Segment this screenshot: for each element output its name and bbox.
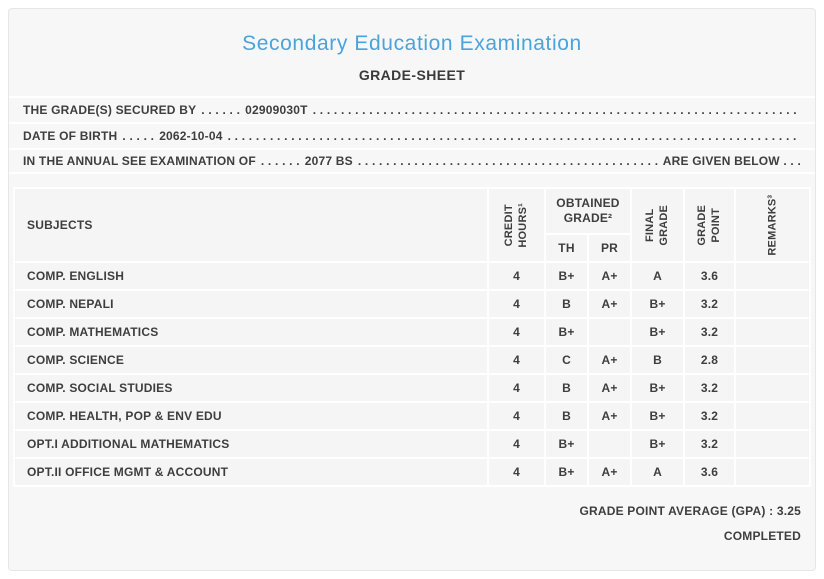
info-line-grades-secured-by: THE GRADE(S) SECURED BY . . . . . . 0290…: [9, 96, 815, 122]
grade-sheet-card: Secondary Education Examination GRADE-SH…: [8, 8, 816, 571]
header-credit-hours: CREDIT HOURS¹: [489, 189, 544, 261]
grade-point-cell: 3.2: [685, 375, 734, 401]
final-grade-cell: B: [632, 347, 683, 373]
pr-grade-cell: A+: [589, 375, 630, 401]
candidate-symbol-number: 02909030T: [245, 103, 308, 117]
header-th: TH: [546, 235, 587, 261]
remarks-cell: [736, 375, 809, 401]
th-grade-cell: C: [546, 347, 587, 373]
header-obtained-grade: OBTAINED GRADE²: [546, 189, 630, 233]
gpa-value: 3.25: [776, 504, 801, 518]
grade-point-cell: 3.6: [685, 459, 734, 485]
info-line-date-of-birth: DATE OF BIRTH . . . . . 2062-10-04 . . .…: [9, 122, 815, 148]
grade-point-cell: 3.2: [685, 403, 734, 429]
remarks-cell: [736, 347, 809, 373]
credit-hours-cell: 4: [489, 459, 544, 485]
footer: GRADE POINT AVERAGE (GPA) : 3.25 COMPLET…: [9, 504, 815, 543]
th-grade-cell: B+: [546, 263, 587, 289]
remarks-cell: [736, 431, 809, 457]
subject-cell: COMP. SOCIAL STUDIES: [15, 375, 487, 401]
info-line-examination-year: IN THE ANNUAL SEE EXAMINATION OF . . . .…: [9, 148, 815, 174]
th-grade-cell: B: [546, 291, 587, 317]
pr-grade-cell: A+: [589, 403, 630, 429]
header-grade-point: GRADE POINT: [685, 189, 734, 261]
pr-grade-cell: A+: [589, 459, 630, 485]
subject-cell: COMP. HEALTH, POP & ENV EDU: [15, 403, 487, 429]
credit-hours-cell: 4: [489, 263, 544, 289]
credit-hours-cell: 4: [489, 319, 544, 345]
pr-grade-cell: A+: [589, 263, 630, 289]
header-remarks-text: REMARKS³: [766, 194, 779, 256]
final-grade-cell: B+: [632, 403, 683, 429]
remarks-cell: [736, 459, 809, 485]
header-remarks: REMARKS³: [736, 189, 809, 261]
dot-leader: . . . . . . . . . . . . . . . . . . . . …: [312, 103, 796, 117]
grade-point-cell: 3.6: [685, 263, 734, 289]
dot-leader: . . . . .: [122, 129, 155, 143]
info-suffix: ARE GIVEN BELOW . . .: [662, 154, 801, 168]
page-subtitle: GRADE-SHEET: [358, 67, 466, 83]
header-credit-hours-text: CREDIT HOURS¹: [503, 202, 530, 248]
subject-cell: COMP. NEPALI: [15, 291, 487, 317]
header-subjects: SUBJECTS: [15, 189, 487, 261]
credit-hours-cell: 4: [489, 403, 544, 429]
credit-hours-cell: 4: [489, 347, 544, 373]
header-final-grade-text: FINAL GRADE: [644, 204, 671, 246]
info-label: IN THE ANNUAL SEE EXAMINATION OF: [23, 154, 256, 168]
subject-cell: COMP. SCIENCE: [15, 347, 487, 373]
final-grade-cell: B+: [632, 291, 683, 317]
final-grade-cell: B+: [632, 431, 683, 457]
remarks-cell: [736, 319, 809, 345]
subject-cell: COMP. MATHEMATICS: [15, 319, 487, 345]
grade-point-cell: 3.2: [685, 319, 734, 345]
subject-cell: OPT.II OFFICE MGMT & ACCOUNT: [15, 459, 487, 485]
final-grade-cell: B+: [632, 375, 683, 401]
subject-cell: COMP. ENGLISH: [15, 263, 487, 289]
grade-point-cell: 3.2: [685, 431, 734, 457]
th-grade-cell: B+: [546, 319, 587, 345]
dot-leader: . . . . . . . . . . . . . . . . . . . . …: [227, 129, 796, 143]
grade-table: SUBJECTS CREDIT HOURS¹ OBTAINED GRADE² T…: [13, 187, 811, 487]
credit-hours-cell: 4: [489, 431, 544, 457]
dot-leader: . . . . . .: [201, 103, 241, 117]
dot-leader: . . . . . . . . . . . . . . . . . . . . …: [357, 154, 658, 168]
examination-year-value: 2077 BS: [304, 154, 353, 168]
th-grade-cell: B+: [546, 431, 587, 457]
th-grade-cell: B: [546, 375, 587, 401]
gpa-line: GRADE POINT AVERAGE (GPA) : 3.25: [9, 504, 801, 518]
info-label: THE GRADE(S) SECURED BY: [23, 103, 197, 117]
grade-point-cell: 3.2: [685, 291, 734, 317]
header-pr: PR: [589, 235, 630, 261]
credit-hours-cell: 4: [489, 375, 544, 401]
pr-grade-cell: A+: [589, 347, 630, 373]
header-final-grade: FINAL GRADE: [632, 189, 683, 261]
pr-grade-cell: [589, 319, 630, 345]
result-status: COMPLETED: [723, 529, 801, 543]
remarks-cell: [736, 291, 809, 317]
date-of-birth-value: 2062-10-04: [159, 129, 223, 143]
info-section: THE GRADE(S) SECURED BY . . . . . . 0290…: [9, 96, 815, 174]
header-grade-point-text: GRADE POINT: [696, 204, 723, 246]
final-grade-cell: A: [632, 459, 683, 485]
gpa-label: GRADE POINT AVERAGE (GPA) :: [579, 504, 774, 518]
th-grade-cell: B: [546, 403, 587, 429]
info-label: DATE OF BIRTH: [23, 129, 118, 143]
pr-grade-cell: [589, 431, 630, 457]
remarks-cell: [736, 263, 809, 289]
final-grade-cell: A: [632, 263, 683, 289]
page-title: Secondary Education Examination: [242, 32, 582, 55]
dot-leader: . . . . . .: [260, 154, 300, 168]
grade-point-cell: 2.8: [685, 347, 734, 373]
final-grade-cell: B+: [632, 319, 683, 345]
credit-hours-cell: 4: [489, 291, 544, 317]
pr-grade-cell: A+: [589, 291, 630, 317]
remarks-cell: [736, 403, 809, 429]
th-grade-cell: B+: [546, 459, 587, 485]
subject-cell: OPT.I ADDITIONAL MATHEMATICS: [15, 431, 487, 457]
